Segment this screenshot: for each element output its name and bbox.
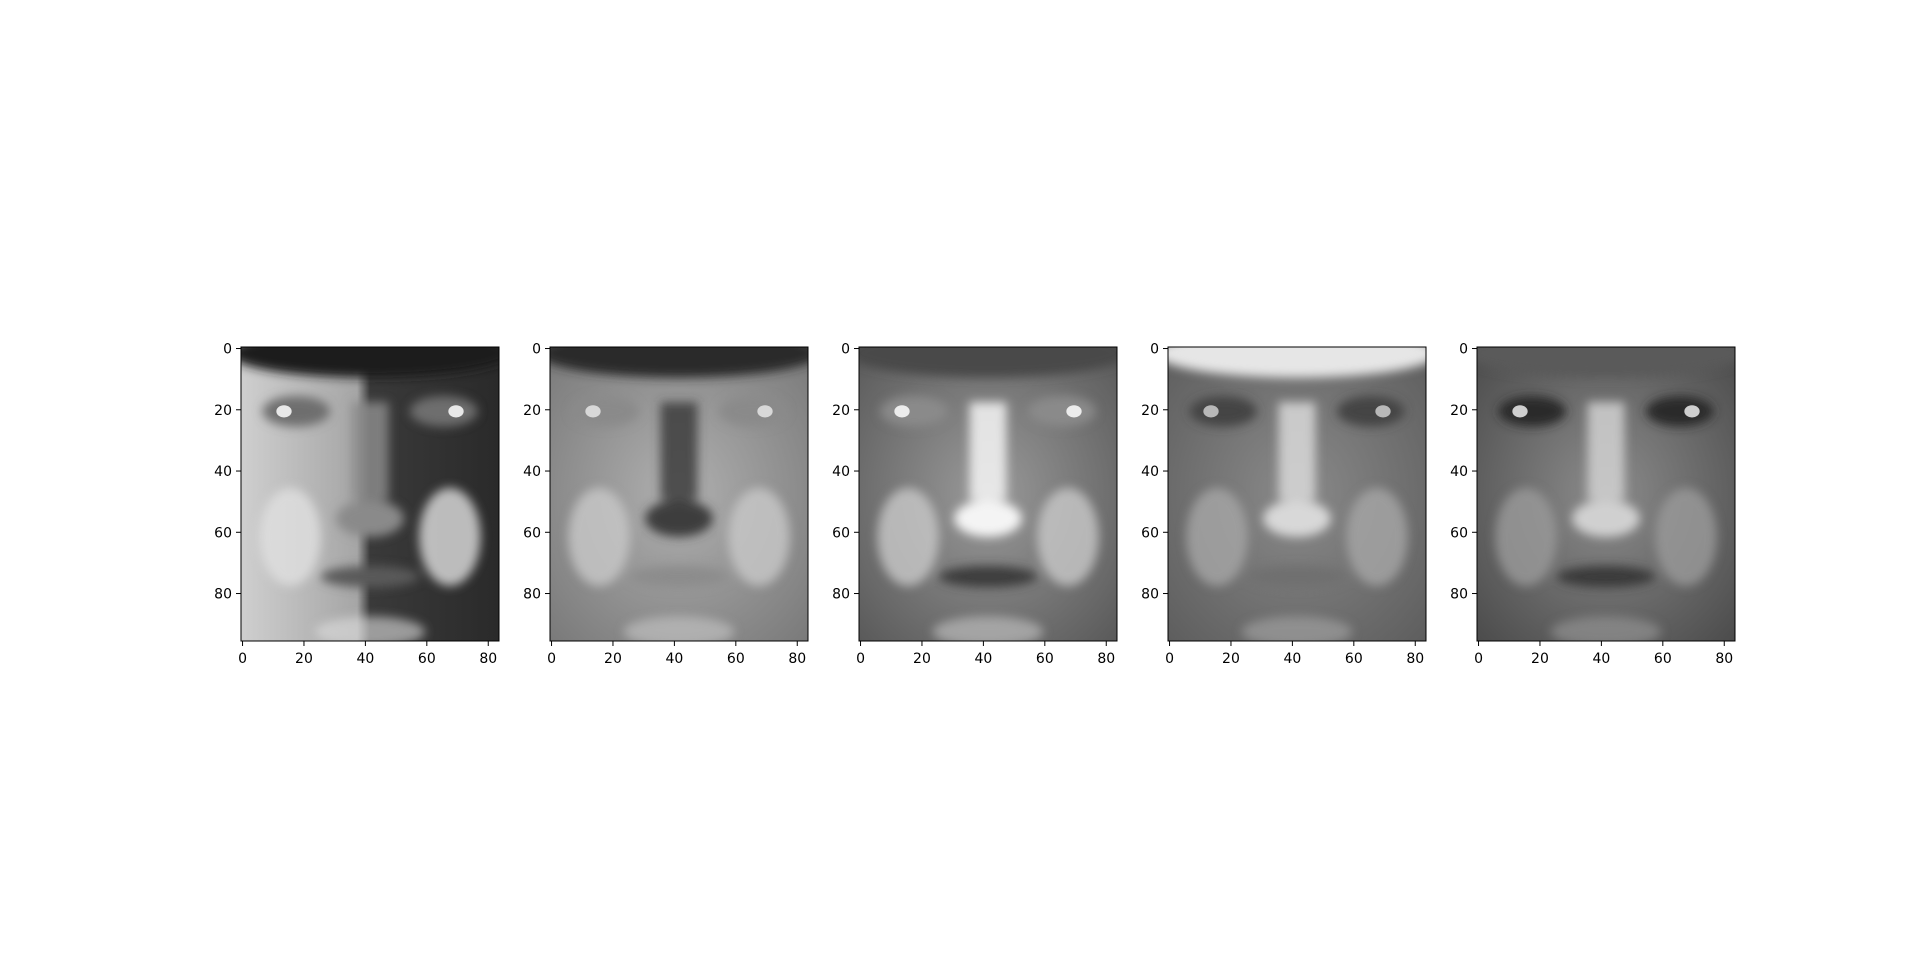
y-tick-label: 20 [214, 403, 232, 419]
x-tick-label: 40 [665, 651, 683, 667]
face-image [859, 347, 1117, 641]
y-tick-label: 40 [523, 464, 541, 480]
x-tick-label: 80 [1715, 651, 1733, 667]
y-tick-label: 20 [832, 403, 850, 419]
x-tick-label: 20 [913, 651, 931, 667]
y-tick-label: 80 [523, 587, 541, 603]
x-tick-label: 60 [1345, 651, 1363, 667]
face-panel-1: 0 20 40 60 80 0 20 40 60 80 [214, 342, 500, 667]
axes-frame [1476, 346, 1736, 642]
y-tick-label: 20 [523, 403, 541, 419]
face-panel-2: 0 20 40 60 80 0 20 40 60 80 [523, 342, 809, 667]
y-tick-label: 40 [1141, 464, 1159, 480]
x-tick-label: 40 [356, 651, 374, 667]
face-panel-4: 0 20 40 60 80 0 20 40 60 80 [1141, 342, 1427, 667]
x-tick-label: 80 [788, 651, 806, 667]
x-tick-label: 0 [1165, 651, 1174, 667]
y-tick-label: 0 [223, 342, 232, 358]
x-tick-label: 40 [974, 651, 992, 667]
face-image [241, 347, 499, 641]
x-tick-label: 0 [238, 651, 247, 667]
y-tick-label: 0 [1150, 342, 1159, 358]
x-tick-label: 60 [418, 651, 436, 667]
x-tick-label: 20 [604, 651, 622, 667]
x-tick-label: 80 [479, 651, 497, 667]
y-tick-label: 40 [832, 464, 850, 480]
y-tick-label: 40 [214, 464, 232, 480]
x-tick-label: 0 [547, 651, 556, 667]
x-tick-label: 80 [1097, 651, 1115, 667]
y-tick-label: 60 [832, 525, 850, 541]
y-tick-label: 40 [1450, 464, 1468, 480]
y-tick-label: 60 [1141, 525, 1159, 541]
x-tick-label: 20 [1531, 651, 1549, 667]
x-tick-label: 60 [1654, 651, 1672, 667]
y-tick-label: 60 [1450, 525, 1468, 541]
y-tick-label: 80 [1450, 587, 1468, 603]
x-tick-label: 80 [1406, 651, 1424, 667]
y-tick-label: 80 [1141, 587, 1159, 603]
x-tick-label: 40 [1283, 651, 1301, 667]
y-tick-label: 80 [832, 587, 850, 603]
face-image [1168, 347, 1426, 641]
x-tick-label: 60 [1036, 651, 1054, 667]
x-tick-label: 20 [1222, 651, 1240, 667]
y-tick-label: 60 [523, 525, 541, 541]
axes-frame [858, 346, 1118, 642]
x-tick-label: 0 [856, 651, 865, 667]
face-image [550, 347, 808, 641]
axes-frame [549, 346, 809, 642]
x-tick-label: 20 [295, 651, 313, 667]
face-panel-5: 0 20 40 60 80 0 20 40 60 80 [1450, 342, 1736, 667]
x-tick-label: 0 [1474, 651, 1483, 667]
y-tick-label: 20 [1450, 403, 1468, 419]
y-tick-label: 0 [532, 342, 541, 358]
x-tick-label: 60 [727, 651, 745, 667]
axes-frame [240, 346, 500, 642]
y-tick-label: 60 [214, 525, 232, 541]
y-tick-label: 20 [1141, 403, 1159, 419]
face-image [1477, 347, 1735, 641]
axes-frame [1167, 346, 1427, 642]
x-tick-label: 40 [1592, 651, 1610, 667]
face-panel-3: 0 20 40 60 80 0 20 40 60 80 [832, 342, 1118, 667]
y-tick-label: 80 [214, 587, 232, 603]
y-tick-label: 0 [1459, 342, 1468, 358]
y-tick-label: 0 [841, 342, 850, 358]
